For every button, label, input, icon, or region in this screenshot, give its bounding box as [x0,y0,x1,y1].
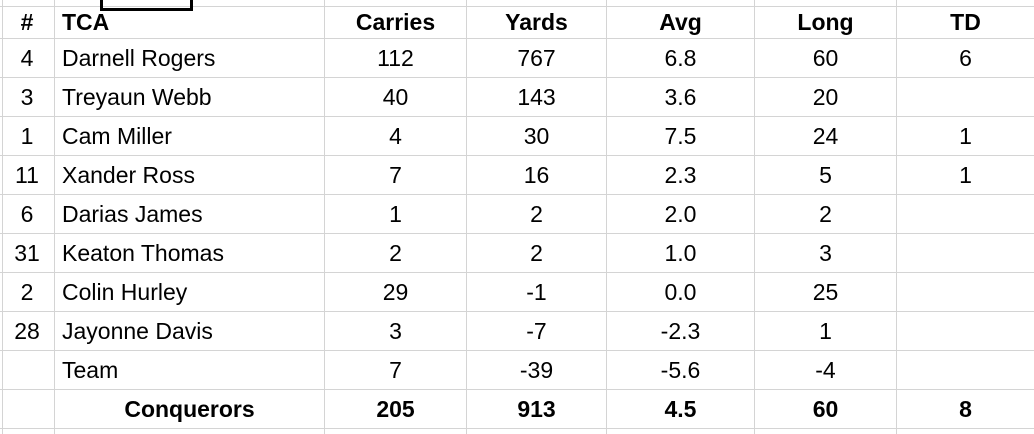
bottom-sliver-cell [467,429,607,434]
stat-cell-td[interactable] [897,78,1034,117]
bottom-sliver-cell [0,429,55,434]
stat-cell-yards[interactable]: 2 [467,195,607,234]
stat-cell-yards[interactable]: 30 [467,117,607,156]
stat-cell-carries[interactable]: 112 [325,39,467,78]
left-gridline [2,0,3,434]
stat-cell-td[interactable] [897,351,1034,390]
stat-cell-long[interactable]: 25 [755,273,897,312]
stat-cell-long[interactable]: 20 [755,78,897,117]
stat-cell-long[interactable]: 5 [755,156,897,195]
top-sliver-cell [467,0,607,7]
player-name-cell[interactable]: Colin Hurley [55,273,325,312]
totals-cell-avg[interactable]: 4.5 [607,390,755,429]
stat-cell-yards[interactable]: -7 [467,312,607,351]
totals-cell-num[interactable] [0,390,55,429]
player-name-cell[interactable]: Treyaun Webb [55,78,325,117]
stat-cell-num[interactable] [0,351,55,390]
totals-cell-td[interactable]: 8 [897,390,1034,429]
stat-cell-long[interactable]: 24 [755,117,897,156]
stat-cell-long[interactable]: 1 [755,312,897,351]
totals-cell-long[interactable]: 60 [755,390,897,429]
column-header-yards[interactable]: Yards [467,7,607,39]
stat-cell-num[interactable]: 28 [0,312,55,351]
stat-cell-avg[interactable]: 6.8 [607,39,755,78]
stat-cell-yards[interactable]: 143 [467,78,607,117]
stat-cell-carries[interactable]: 3 [325,312,467,351]
stat-cell-td[interactable] [897,195,1034,234]
stat-cell-carries[interactable]: 29 [325,273,467,312]
column-header-name[interactable]: TCA [55,7,325,39]
column-header-num[interactable]: # [0,7,55,39]
stat-cell-td[interactable] [897,234,1034,273]
stat-cell-yards[interactable]: -39 [467,351,607,390]
stat-cell-long[interactable]: 2 [755,195,897,234]
stat-cell-long[interactable]: -4 [755,351,897,390]
column-header-carries[interactable]: Carries [325,7,467,39]
totals-cell-carries[interactable]: 205 [325,390,467,429]
stat-cell-td[interactable] [897,273,1034,312]
stat-cell-carries[interactable]: 7 [325,351,467,390]
column-header-long[interactable]: Long [755,7,897,39]
stat-cell-yards[interactable]: 16 [467,156,607,195]
player-name-cell[interactable]: Darnell Rogers [55,39,325,78]
player-name-cell[interactable]: Darias James [55,195,325,234]
bottom-sliver-cell [607,429,755,434]
column-header-td[interactable]: TD [897,7,1034,39]
bottom-sliver-cell [897,429,1034,434]
stat-cell-td[interactable]: 1 [897,117,1034,156]
bottom-sliver-cell [55,429,325,434]
stat-cell-carries[interactable]: 7 [325,156,467,195]
stat-cell-num[interactable]: 4 [0,39,55,78]
stat-cell-td[interactable]: 1 [897,156,1034,195]
stat-cell-avg[interactable]: 2.0 [607,195,755,234]
stat-cell-carries[interactable]: 4 [325,117,467,156]
stat-cell-yards[interactable]: -1 [467,273,607,312]
stat-cell-long[interactable]: 60 [755,39,897,78]
player-name-cell[interactable]: Xander Ross [55,156,325,195]
column-header-avg[interactable]: Avg [607,7,755,39]
player-name-cell[interactable]: Cam Miller [55,117,325,156]
player-name-cell[interactable]: Keaton Thomas [55,234,325,273]
stat-cell-td[interactable]: 6 [897,39,1034,78]
top-sliver-cell [607,0,755,7]
stat-cell-avg[interactable]: 2.3 [607,156,755,195]
stat-cell-carries[interactable]: 40 [325,78,467,117]
top-sliver-cell [325,0,467,7]
stat-cell-num[interactable]: 11 [0,156,55,195]
player-name-cell[interactable]: Jayonne Davis [55,312,325,351]
stat-cell-yards[interactable]: 767 [467,39,607,78]
stat-cell-avg[interactable]: -5.6 [607,351,755,390]
cell-selection-border-fragment [100,0,193,11]
stat-cell-carries[interactable]: 1 [325,195,467,234]
top-sliver-cell [0,0,55,7]
top-sliver-cell [755,0,897,7]
bottom-sliver-cell [325,429,467,434]
stat-cell-num[interactable]: 2 [0,273,55,312]
player-name-cell[interactable]: Team [55,351,325,390]
bottom-sliver-cell [755,429,897,434]
stat-cell-td[interactable] [897,312,1034,351]
stat-cell-avg[interactable]: -2.3 [607,312,755,351]
stat-cell-num[interactable]: 31 [0,234,55,273]
stat-cell-avg[interactable]: 1.0 [607,234,755,273]
stat-cell-num[interactable]: 3 [0,78,55,117]
stat-cell-yards[interactable]: 2 [467,234,607,273]
stat-cell-long[interactable]: 3 [755,234,897,273]
stat-cell-avg[interactable]: 3.6 [607,78,755,117]
stat-cell-num[interactable]: 6 [0,195,55,234]
stat-cell-avg[interactable]: 7.5 [607,117,755,156]
stat-cell-num[interactable]: 1 [0,117,55,156]
top-sliver-cell [897,0,1034,7]
totals-team-name-cell[interactable]: Conquerors [55,390,325,429]
stat-cell-carries[interactable]: 2 [325,234,467,273]
totals-cell-yards[interactable]: 913 [467,390,607,429]
stat-cell-avg[interactable]: 0.0 [607,273,755,312]
